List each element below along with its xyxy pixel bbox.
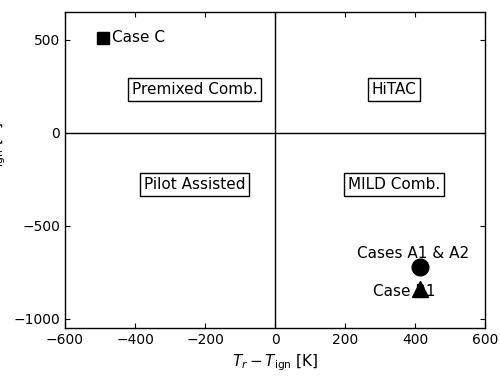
Text: Case C: Case C bbox=[112, 30, 165, 45]
Text: HiTAC: HiTAC bbox=[372, 82, 416, 97]
Text: Cases A1 & A2: Cases A1 & A2 bbox=[357, 246, 470, 261]
Text: Case B1: Case B1 bbox=[373, 284, 436, 299]
Text: Pilot Assisted: Pilot Assisted bbox=[144, 177, 245, 192]
Text: MILD Comb.: MILD Comb. bbox=[348, 177, 440, 192]
X-axis label: $\it{T}_\mathrm{\it{r}}-\it{T}_\mathrm{ign}$ [K]: $\it{T}_\mathrm{\it{r}}-\it{T}_\mathrm{i… bbox=[232, 352, 318, 373]
Text: Premixed Comb.: Premixed Comb. bbox=[132, 82, 258, 97]
Y-axis label: $\Delta\,\it{T}-\it{T}_\mathrm{ign}$ [K]: $\Delta\,\it{T}-\it{T}_\mathrm{ign}$ [K] bbox=[0, 122, 8, 217]
